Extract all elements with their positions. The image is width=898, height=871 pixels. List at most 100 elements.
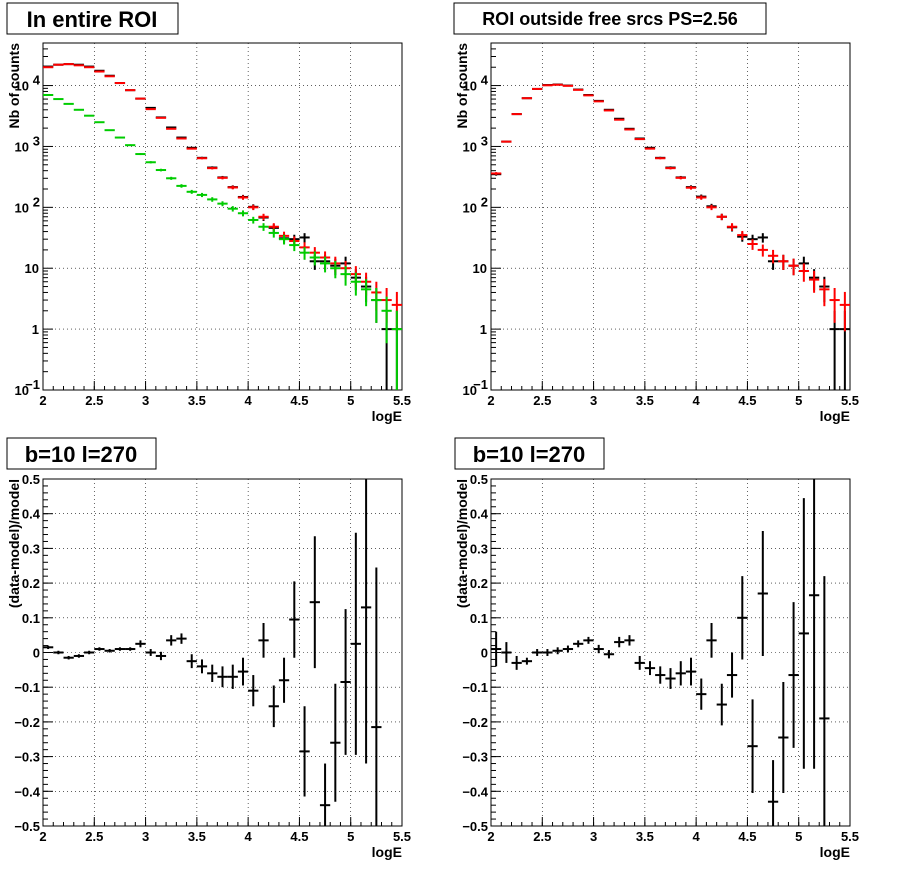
data-point [176,137,187,140]
data-point [675,176,686,180]
y-tick-label: 10 [463,79,477,94]
y-tick-label: 10 [15,383,29,398]
y-tick-label: 1 [480,322,487,337]
data-point [63,655,74,660]
data-point [104,129,115,132]
data-point [767,249,779,264]
data-point [685,657,697,686]
data-point [798,498,809,769]
data-point [614,118,625,121]
data-point [501,642,512,663]
y-tick-exponent: 2 [481,194,488,209]
y-tick-label: 10 [25,261,39,276]
y-tick-label: 10 [463,139,477,154]
x-tick-label: 4 [693,393,701,408]
data-point [278,234,290,245]
y-tick-label: 0.3 [470,541,488,556]
y-tick-label: 0.3 [22,541,40,556]
y-tick-exponent: 2 [33,194,40,209]
plot-area: 2 2.5 3 3.5 4 4.5 5 5.5 −0.5 −0.4 −0.3 −0.2 −0.1 0 0.1… [6,472,411,860]
data-point [319,256,331,273]
data-point [340,609,351,755]
data-point [829,288,840,323]
data-point [217,666,228,688]
data-point [186,654,197,669]
plot-frame [42,478,403,827]
data-point [227,664,238,689]
data-point [716,213,727,221]
data-point [381,296,392,344]
y-tick-label: −0.2 [14,715,40,730]
data-point [829,310,840,390]
y-tick-exponent: −1 [473,377,488,392]
data-point [258,223,269,231]
data-point [155,651,167,661]
y-tick-label: 0 [481,646,488,661]
data-point [747,239,758,250]
data-point [217,201,228,207]
data-point [491,631,502,667]
y-tick-label: 10 [15,200,29,215]
data-point [196,659,208,674]
chart-title: ROI outside free srcs PS=2.56 [482,9,738,29]
data-point [819,576,830,826]
data-point [603,650,615,659]
y-tick-label: 10 [15,79,29,94]
data-point [511,655,522,670]
data-point [583,636,594,644]
x-tick-label: 3 [142,829,149,844]
y-tick-label: −0.1 [462,680,488,695]
data-point [839,291,850,332]
x-tick-label: 5.5 [393,393,411,408]
title-box [453,2,767,35]
data-point [634,138,645,141]
data-point [166,127,177,130]
data-point [114,136,126,139]
data-point [237,195,249,200]
data-point [207,197,218,202]
y-tick-label: −0.4 [462,784,488,799]
data-point [176,633,187,644]
y-tick-label: −0.2 [462,715,488,730]
data-point [145,161,156,164]
data-point [819,279,830,307]
data-point [258,213,269,221]
data-point [706,204,717,211]
data-point [624,128,635,131]
x-tick-label: 4 [245,829,253,844]
x-tick-label: 2.5 [533,829,551,844]
data-point [309,536,320,669]
data-point [778,681,789,794]
x-tick-label: 2 [39,393,46,408]
x-tick-label: 2.5 [85,829,103,844]
title-box [6,437,157,470]
data-point [73,654,85,658]
x-tick-label: 2 [487,393,494,408]
plot-frame [490,42,851,391]
data-point [268,228,279,238]
data-point [114,647,126,651]
y-tick-label: 10 [463,383,477,398]
data-point [176,184,187,188]
data-point [248,216,259,224]
x-tick-label: 3.5 [188,393,206,408]
data-point [135,640,146,648]
x-tick-label: 5 [347,829,354,844]
y-tick-label: 0 [33,646,40,661]
data-point [716,683,727,726]
chart-title: In entire ROI [27,7,158,32]
y-tick-label: 0.5 [470,472,488,487]
data-point [237,210,249,217]
data-point [309,251,320,266]
y-tick-exponent: 4 [481,73,489,88]
data-point [227,185,238,190]
data-point [798,263,809,282]
x-tick-label: 5.5 [841,829,859,844]
data-point [767,760,779,826]
data-point [289,240,300,252]
title-box [6,2,179,35]
y-tick-label: −0.4 [14,784,40,799]
x-tick-label: 3.5 [636,393,654,408]
